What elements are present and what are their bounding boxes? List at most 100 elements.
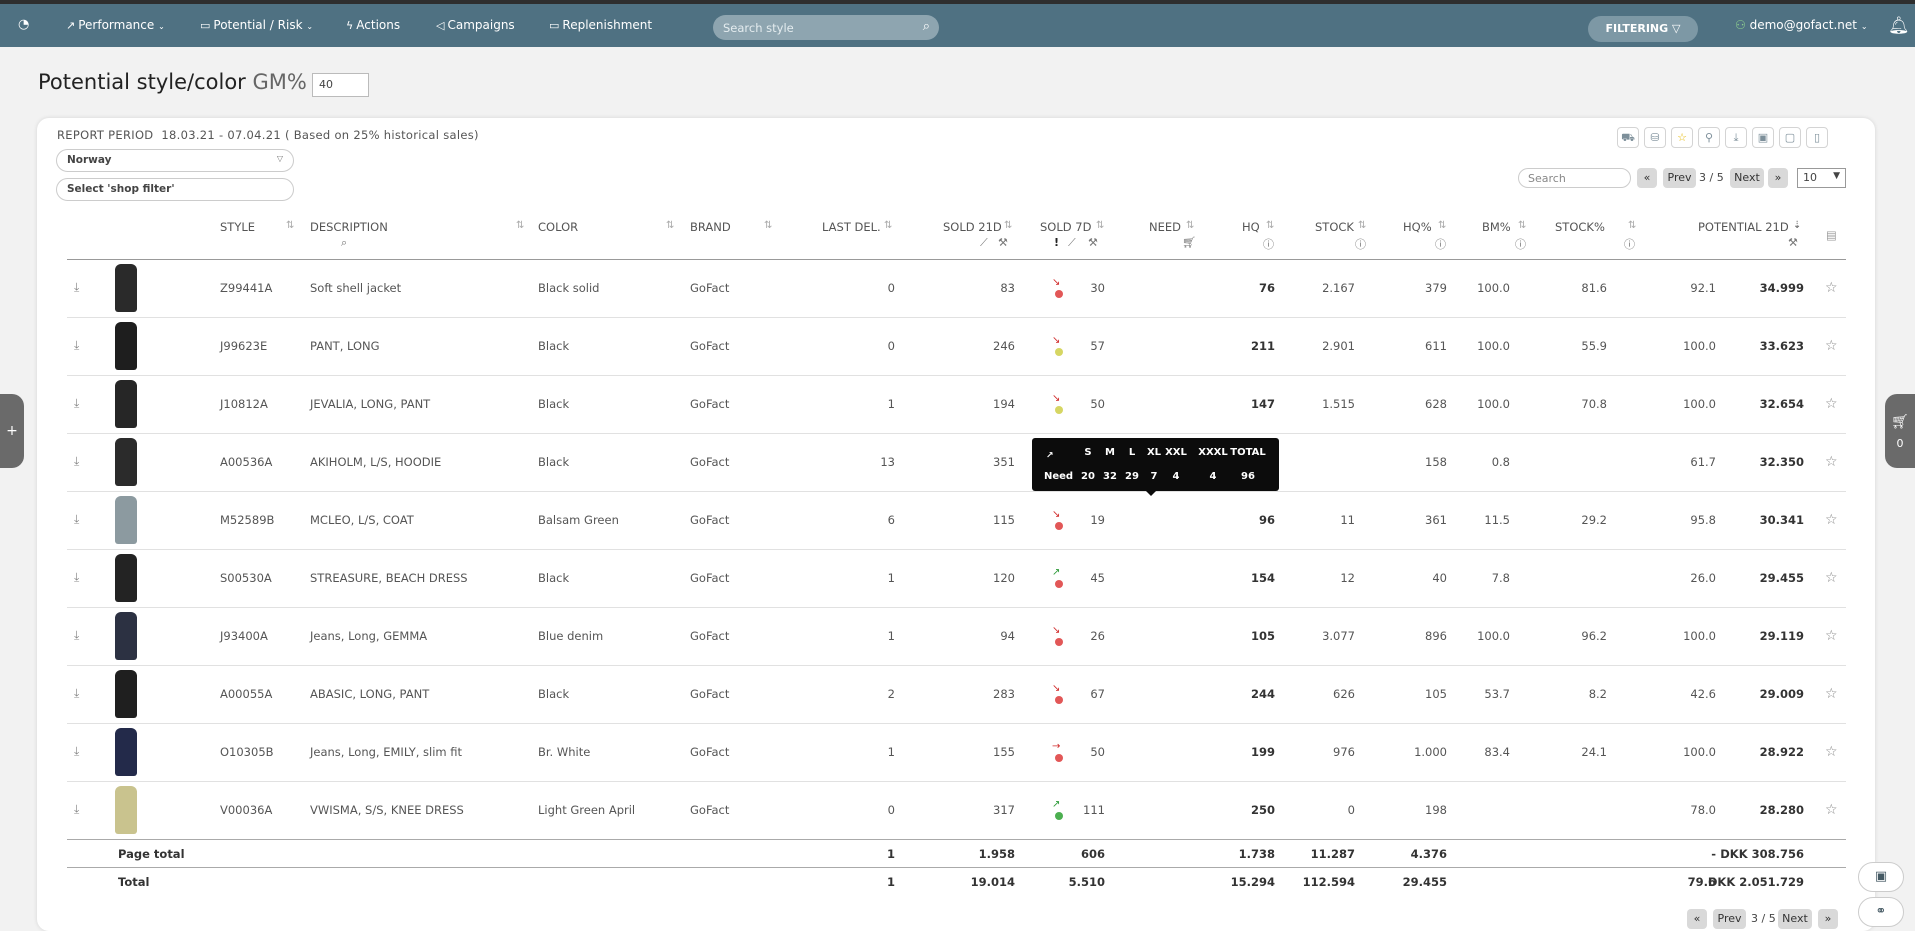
info-icon[interactable]: ⓘ	[1624, 238, 1635, 251]
download-icon[interactable]: ⤓	[74, 744, 80, 758]
col-need-header[interactable]: NEED	[1149, 220, 1181, 234]
product-thumbnail[interactable]	[115, 670, 137, 718]
download-icon[interactable]: ⤓	[1725, 127, 1747, 148]
search-icon[interactable]: ⌕	[341, 236, 348, 249]
nav-potential-risk[interactable]: ▭ Potential / Risk ⌄	[200, 18, 314, 32]
filtering-button[interactable]: FILTERING ▽	[1588, 16, 1698, 42]
nav-campaigns[interactable]: ◁ Campaigns	[436, 18, 515, 32]
sort-icon[interactable]: ⇅	[1096, 220, 1105, 231]
search-icon[interactable]: ⌕	[922, 19, 930, 34]
star-icon[interactable]: ☆	[1671, 127, 1693, 148]
star-icon[interactable]: ☆	[1825, 280, 1838, 296]
product-thumbnail[interactable]	[115, 322, 137, 370]
sort-icon[interactable]: ⇅	[1358, 220, 1367, 231]
table-row[interactable]: ⤓ J99623E PANT, LONG Black GoFact 0 246 57 211 2.…	[67, 318, 1846, 376]
table-row[interactable]: ⤓ M52589B MCLEO, L/S, COAT Balsam Green GoFa…	[67, 492, 1846, 550]
chart-line-icon[interactable]: ⟋	[980, 236, 988, 249]
linkedin-icon[interactable]: ▣	[1858, 862, 1904, 892]
bike-icon[interactable]: ⚲	[1698, 127, 1720, 148]
sort-icon[interactable]: ⇅	[286, 220, 295, 231]
table-row[interactable]: ⤓ V00036A VWISMA, S/S, KNEE DRESS Light Gre…	[67, 782, 1846, 840]
prev-page-button-bottom[interactable]: Prev	[1713, 909, 1746, 929]
table-row[interactable]: ⤓ J93400A Jeans, Long, GEMMA Blue denim GoFa…	[67, 608, 1846, 666]
handshake-icon[interactable]: ⚭	[1858, 897, 1904, 927]
page-size-select[interactable]: 10 ▼	[1797, 168, 1846, 188]
bell-icon[interactable]: 🔔︎	[1888, 16, 1910, 36]
document-icon[interactable]: ▯	[1806, 127, 1828, 148]
col-potential-header[interactable]: POTENTIAL 21D	[1698, 220, 1789, 234]
download-icon[interactable]: ⤓	[74, 570, 80, 584]
next-page-button-bottom[interactable]: Next	[1778, 909, 1812, 929]
download-icon[interactable]: ⤓	[74, 628, 80, 642]
product-thumbnail[interactable]	[115, 786, 137, 834]
first-page-button[interactable]: «	[1637, 168, 1657, 188]
star-icon[interactable]: ☆	[1825, 454, 1838, 470]
sort-icon[interactable]: ⇅	[516, 220, 525, 231]
sort-icon[interactable]: ⇅	[1004, 220, 1013, 231]
truck-icon[interactable]: ⛟	[1617, 127, 1639, 148]
table-search-input[interactable]: Search	[1518, 168, 1631, 188]
star-icon[interactable]: ☆	[1825, 570, 1838, 586]
sort-icon[interactable]: ⇅	[1438, 220, 1447, 231]
nav-replenishment[interactable]: ▭ Replenishment	[549, 18, 653, 32]
last-page-button[interactable]: »	[1768, 168, 1788, 188]
info-icon[interactable]: ⓘ	[1515, 238, 1526, 251]
col-last-del-header[interactable]: LAST DEL.	[822, 220, 881, 234]
first-page-button-bottom[interactable]: «	[1687, 909, 1707, 929]
product-thumbnail[interactable]	[115, 264, 137, 312]
sort-icon[interactable]: ⇅	[1628, 220, 1637, 231]
col-description-header[interactable]: DESCRIPTION	[310, 220, 388, 234]
download-icon[interactable]: ⤓	[74, 512, 80, 526]
wrench-icon[interactable]: ⚒	[1788, 236, 1798, 249]
col-stock-pct-header[interactable]: STOCK%	[1555, 220, 1605, 234]
star-icon[interactable]: ☆	[1825, 396, 1838, 412]
col-sold7-header[interactable]: SOLD 7D	[1040, 220, 1092, 234]
sort-icon[interactable]: ⇅	[666, 220, 675, 231]
info-icon[interactable]: ⓘ	[1355, 238, 1366, 251]
product-thumbnail[interactable]	[115, 496, 137, 544]
sort-icon[interactable]: ⇅	[1186, 220, 1195, 231]
film-icon[interactable]: ▣	[1752, 127, 1774, 148]
table-row[interactable]: ⤓ Z99441A Soft shell jacket Black solid GoFa…	[67, 260, 1846, 318]
table-row[interactable]: ⤓ J10812A JEVALIA, LONG, PANT Black GoFact 1 1…	[67, 376, 1846, 434]
col-style-header[interactable]: STYLE	[220, 220, 256, 234]
next-page-button[interactable]: Next	[1730, 168, 1764, 188]
table-row[interactable]: ⤓ O10305B Jeans, Long, EMILY, slim fit Br. …	[67, 724, 1846, 782]
product-thumbnail[interactable]	[115, 612, 137, 660]
col-hq-pct-header[interactable]: HQ%	[1403, 220, 1432, 234]
info-icon[interactable]: ⓘ	[1263, 238, 1274, 251]
product-thumbnail[interactable]	[115, 554, 137, 602]
col-bm-pct-header[interactable]: BM%	[1482, 220, 1511, 234]
last-page-button-bottom[interactable]: »	[1818, 909, 1838, 929]
gm-threshold-input[interactable]: 40	[312, 73, 369, 97]
chart-line-icon[interactable]: ⟋	[1068, 236, 1076, 249]
cart-panel-button[interactable]: 🛒︎ 0	[1885, 394, 1915, 468]
expand-left-panel-button[interactable]: +	[0, 394, 24, 468]
download-icon[interactable]: ⤓	[74, 686, 80, 700]
table-row[interactable]: ⤓ A00055A ABASIC, LONG, PANT Black GoFact 2 28…	[67, 666, 1846, 724]
columns-icon[interactable]: ▤	[1826, 228, 1837, 242]
star-icon[interactable]: ☆	[1825, 338, 1838, 354]
nav-actions[interactable]: ϟ Actions	[346, 18, 401, 32]
dashboard-gauge-icon[interactable]: ◔	[18, 17, 30, 32]
star-icon[interactable]: ☆	[1825, 686, 1838, 702]
download-icon[interactable]: ⤓	[74, 280, 80, 294]
sort-icon[interactable]: ⇅	[1518, 220, 1527, 231]
star-icon[interactable]: ☆	[1825, 628, 1838, 644]
comment-icon[interactable]: ▢	[1779, 127, 1801, 148]
sort-icon[interactable]: ⇅	[764, 220, 773, 231]
sort-icon[interactable]: ⇅	[884, 220, 893, 231]
info-icon[interactable]: ⓘ	[1435, 238, 1446, 251]
prev-page-button[interactable]: Prev	[1663, 168, 1696, 188]
style-search-input[interactable]: Search style ⌕	[713, 15, 939, 40]
product-thumbnail[interactable]	[115, 728, 137, 776]
sort-icon[interactable]: ⇅	[1266, 220, 1275, 231]
nav-performance[interactable]: ↗ Performance ⌄	[66, 18, 165, 32]
col-brand-header[interactable]: BRAND	[690, 220, 731, 234]
user-menu[interactable]: ⚇ demo@gofact.net ⌄	[1735, 18, 1868, 32]
col-color-header[interactable]: COLOR	[538, 220, 579, 234]
download-icon[interactable]: ⤓	[74, 802, 80, 816]
star-icon[interactable]: ☆	[1825, 744, 1838, 760]
money-stack-icon[interactable]: ⛁	[1644, 127, 1666, 148]
wrench-icon[interactable]: ⚒	[1088, 236, 1098, 249]
